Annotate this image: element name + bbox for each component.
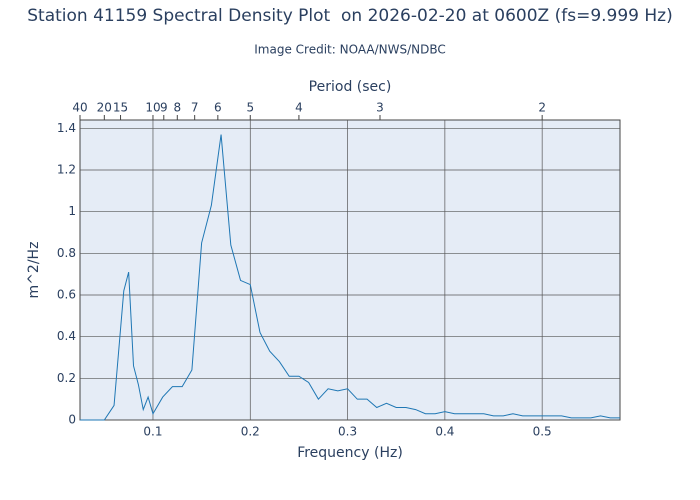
x-tick-label: 0.1: [143, 425, 162, 439]
y-tick-label: 0.8: [57, 246, 76, 260]
x2-tick-label: 15: [113, 101, 128, 115]
x2-tick-label: 8: [173, 101, 181, 115]
y-tick-label: 1.2: [57, 163, 76, 177]
x2-tick-label: 7: [191, 101, 199, 115]
x-tick-label: 0.5: [533, 425, 552, 439]
x-tick-label: 0.4: [435, 425, 454, 439]
x2-tick-label: 40: [72, 101, 87, 115]
x2-tick-label: 5: [246, 101, 254, 115]
y-tick-label: 0.4: [57, 329, 76, 343]
y-tick-label: 0.2: [57, 371, 76, 385]
chart-title: Station 41159 Spectral Density Plot on 2…: [27, 6, 673, 26]
x2-tick-label: 3: [376, 101, 384, 115]
x2-tick-label: 6: [214, 101, 222, 115]
y-tick-label: 0: [68, 413, 76, 427]
x2-tick-label: 10: [145, 101, 160, 115]
x2-tick-label: 20: [97, 101, 112, 115]
data-line: [80, 134, 620, 421]
y-axis-title: m^2/Hz: [26, 242, 42, 299]
y-tick-label: 1: [68, 204, 76, 218]
x2-tick-label: 4: [295, 101, 303, 115]
y-tick-label: 1.4: [57, 121, 76, 135]
x2-axis-title: Period (sec): [309, 79, 392, 95]
x-tick-label: 0.2: [241, 425, 260, 439]
x2-tick-label: 2: [538, 101, 546, 115]
x2-tick-label: 9: [160, 101, 168, 115]
plot-area: [79, 119, 621, 421]
x-axis-title: Frequency (Hz): [297, 445, 403, 461]
x-tick-label: 0.3: [338, 425, 357, 439]
chart-subtitle: Image Credit: NOAA/NWS/NDBC: [254, 43, 445, 57]
y-tick-label: 0.6: [57, 288, 76, 302]
